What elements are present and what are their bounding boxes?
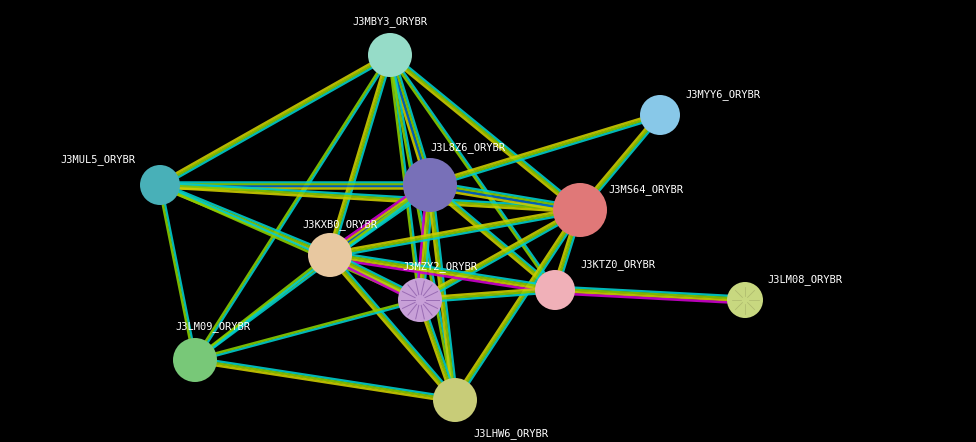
Text: J3LM08_ORYBR: J3LM08_ORYBR bbox=[767, 274, 842, 285]
Circle shape bbox=[727, 282, 763, 318]
Circle shape bbox=[368, 33, 412, 77]
Circle shape bbox=[433, 378, 477, 422]
Circle shape bbox=[308, 233, 352, 277]
Circle shape bbox=[403, 158, 457, 212]
Text: J3MS64_ORYBR: J3MS64_ORYBR bbox=[608, 184, 683, 195]
Text: J3KTZ0_ORYBR: J3KTZ0_ORYBR bbox=[580, 259, 655, 270]
Text: J3L8Z6_ORYBR: J3L8Z6_ORYBR bbox=[430, 142, 505, 153]
Circle shape bbox=[398, 278, 442, 322]
Circle shape bbox=[140, 165, 180, 205]
Text: J3MYY6_ORYBR: J3MYY6_ORYBR bbox=[685, 89, 760, 100]
Circle shape bbox=[173, 338, 217, 382]
Text: J3LHW6_ORYBR: J3LHW6_ORYBR bbox=[473, 428, 548, 439]
Text: J3MUL5_ORYBR: J3MUL5_ORYBR bbox=[60, 154, 135, 165]
Text: J3MBY3_ORYBR: J3MBY3_ORYBR bbox=[352, 16, 427, 27]
Circle shape bbox=[535, 270, 575, 310]
Text: J3LM09_ORYBR: J3LM09_ORYBR bbox=[175, 321, 250, 332]
Circle shape bbox=[553, 183, 607, 237]
Text: J3KXB0_ORYBR: J3KXB0_ORYBR bbox=[302, 219, 377, 230]
Circle shape bbox=[640, 95, 680, 135]
Text: J3MZY2_ORYBR: J3MZY2_ORYBR bbox=[402, 261, 477, 272]
